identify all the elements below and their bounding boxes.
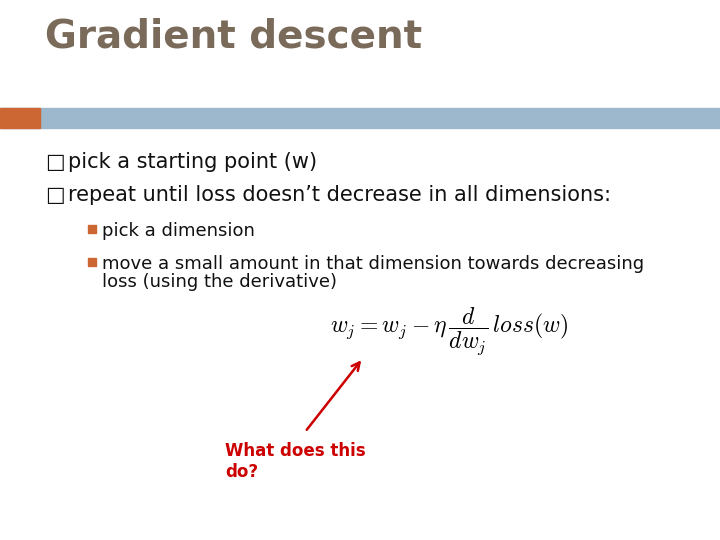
Bar bbox=[0, 108, 40, 128]
Text: move a small amount in that dimension towards decreasing: move a small amount in that dimension to… bbox=[102, 255, 644, 273]
Bar bbox=[0, 108, 720, 128]
Bar bbox=[88, 258, 96, 266]
Text: Gradient descent: Gradient descent bbox=[45, 18, 422, 56]
Text: loss (using the derivative): loss (using the derivative) bbox=[102, 273, 337, 291]
Text: □: □ bbox=[45, 152, 65, 172]
Text: pick a starting point (w): pick a starting point (w) bbox=[68, 152, 317, 172]
Text: $w_j = w_j - \eta\,\dfrac{d}{dw_j}\,loss(w)$: $w_j = w_j - \eta\,\dfrac{d}{dw_j}\,loss… bbox=[330, 305, 568, 357]
Text: pick a dimension: pick a dimension bbox=[102, 222, 255, 240]
Text: What does this
do?: What does this do? bbox=[225, 442, 366, 481]
Bar bbox=[88, 225, 96, 233]
Text: repeat until loss doesn’t decrease in all dimensions:: repeat until loss doesn’t decrease in al… bbox=[68, 185, 611, 205]
Text: □: □ bbox=[45, 185, 65, 205]
